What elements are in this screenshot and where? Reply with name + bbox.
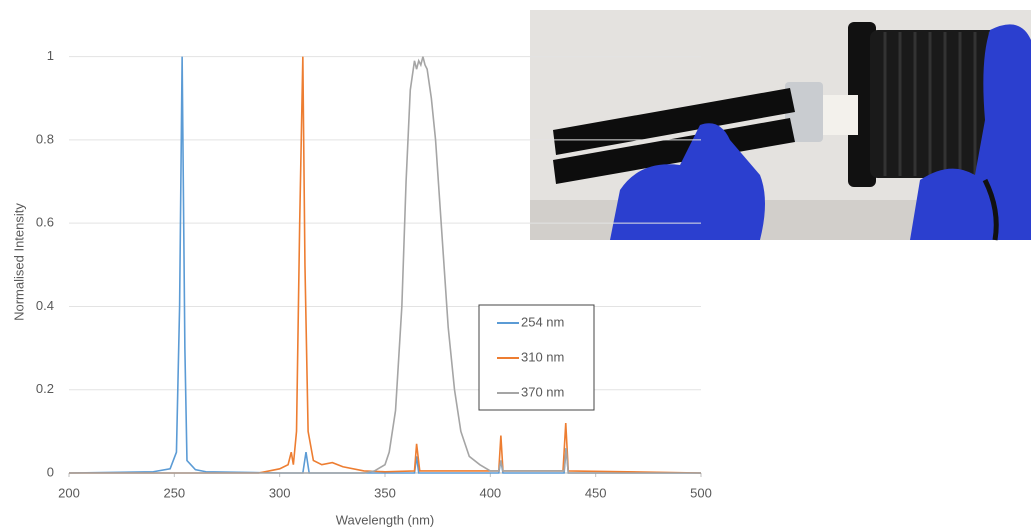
- legend-label: 254 nm: [521, 314, 564, 329]
- y-tick-label: 0.4: [36, 298, 54, 313]
- legend-label: 370 nm: [521, 384, 564, 399]
- x-tick-label: 450: [585, 485, 607, 500]
- y-tick-label: 0.6: [36, 215, 54, 230]
- y-tick-label: 0: [47, 464, 54, 479]
- series-line: [69, 56, 701, 474]
- y-tick-label: 0.2: [36, 381, 54, 396]
- legend: 254 nm 310 nm 370 nm: [478, 304, 595, 411]
- x-tick-label: 300: [269, 485, 291, 500]
- x-tick-label: 250: [163, 485, 185, 500]
- y-tick-label: 1: [47, 48, 54, 63]
- y-axis-title: Normalised Intensity: [11, 203, 26, 321]
- series-line: [69, 56, 702, 474]
- x-tick-label: 400: [479, 485, 501, 500]
- x-tick-label: 200: [58, 485, 80, 500]
- series-line: [68, 56, 701, 474]
- legend-label: 310 nm: [521, 349, 564, 364]
- x-tick-label: 500: [690, 485, 712, 500]
- photo: [530, 10, 1031, 241]
- y-tick-label: 0.8: [36, 131, 54, 146]
- x-tick-label: 350: [374, 485, 396, 500]
- x-axis-title: Wavelength (nm): [336, 512, 435, 527]
